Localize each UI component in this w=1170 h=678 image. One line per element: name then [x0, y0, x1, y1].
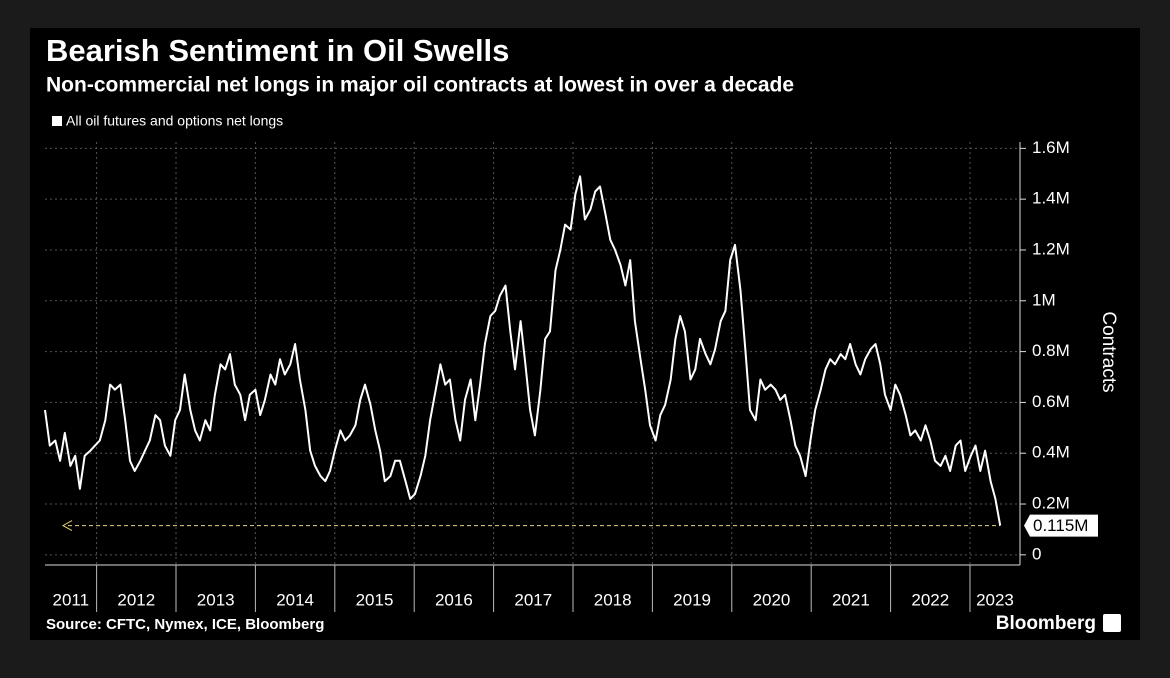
chart-title: Bearish Sentiment in Oil Swells — [46, 33, 509, 68]
series-line — [44, 175, 1002, 526]
logo-icon — [1103, 614, 1121, 632]
y-tick-label: 1.6M — [1032, 138, 1070, 157]
y-tick-label: 0.2M — [1032, 494, 1070, 513]
y-tick-label: 0.8M — [1032, 341, 1070, 360]
y-tick-label: 1.4M — [1032, 189, 1070, 208]
x-tick-label: 2019 — [673, 590, 711, 609]
y-tick-label: 1.2M — [1032, 239, 1070, 258]
legend-swatch — [52, 116, 62, 126]
last-value-label: 0.115M — [1033, 516, 1088, 535]
x-tick-label: 2022 — [911, 590, 949, 609]
y-tick-label: 0.6M — [1032, 392, 1070, 411]
x-tick-label: 2020 — [753, 590, 791, 609]
x-tick-label: 2018 — [594, 590, 632, 609]
panel — [30, 28, 1140, 640]
x-tick-label: 2023 — [976, 590, 1014, 609]
y-tick-label: 1M — [1032, 290, 1056, 309]
last-value-box — [1024, 514, 1098, 537]
chart-subtitle: Non-commercial net longs in major oil co… — [46, 74, 794, 97]
y-axis-label: Contracts — [1098, 311, 1119, 392]
y-tick-label: 0.4M — [1032, 443, 1070, 462]
x-tick-label: 2021 — [832, 590, 870, 609]
y-tick-label: 0 — [1032, 544, 1041, 563]
x-tick-label: 2016 — [435, 590, 473, 609]
x-tick-label: 2015 — [356, 590, 394, 609]
x-tick-label: 2011 — [53, 590, 90, 609]
last-value-arrow — [61, 520, 73, 532]
x-tick-label: 2014 — [276, 590, 314, 609]
legend-label: All oil futures and options net longs — [66, 113, 283, 129]
x-tick-label: 2017 — [514, 590, 552, 609]
x-tick-label: 2013 — [197, 590, 235, 609]
logo: Bloomberg — [996, 613, 1096, 634]
source: Source: CFTC, Nymex, ICE, Bloomberg — [46, 616, 324, 633]
x-tick-label: 2012 — [117, 590, 155, 609]
